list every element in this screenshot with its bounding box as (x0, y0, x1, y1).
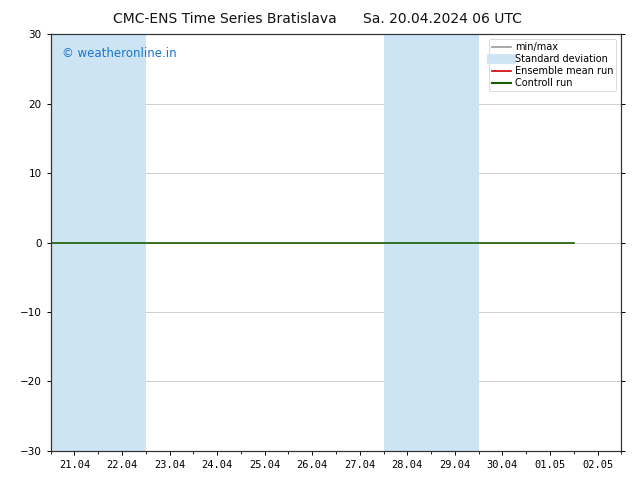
Text: © weatheronline.in: © weatheronline.in (62, 47, 177, 60)
Text: CMC-ENS Time Series Bratislava      Sa. 20.04.2024 06 UTC: CMC-ENS Time Series Bratislava Sa. 20.04… (113, 12, 521, 26)
Bar (51, 34, 146, 451)
Bar (384, 34, 479, 451)
Bar (621, 34, 634, 451)
Legend: min/max, Standard deviation, Ensemble mean run, Controll run: min/max, Standard deviation, Ensemble me… (489, 39, 616, 91)
